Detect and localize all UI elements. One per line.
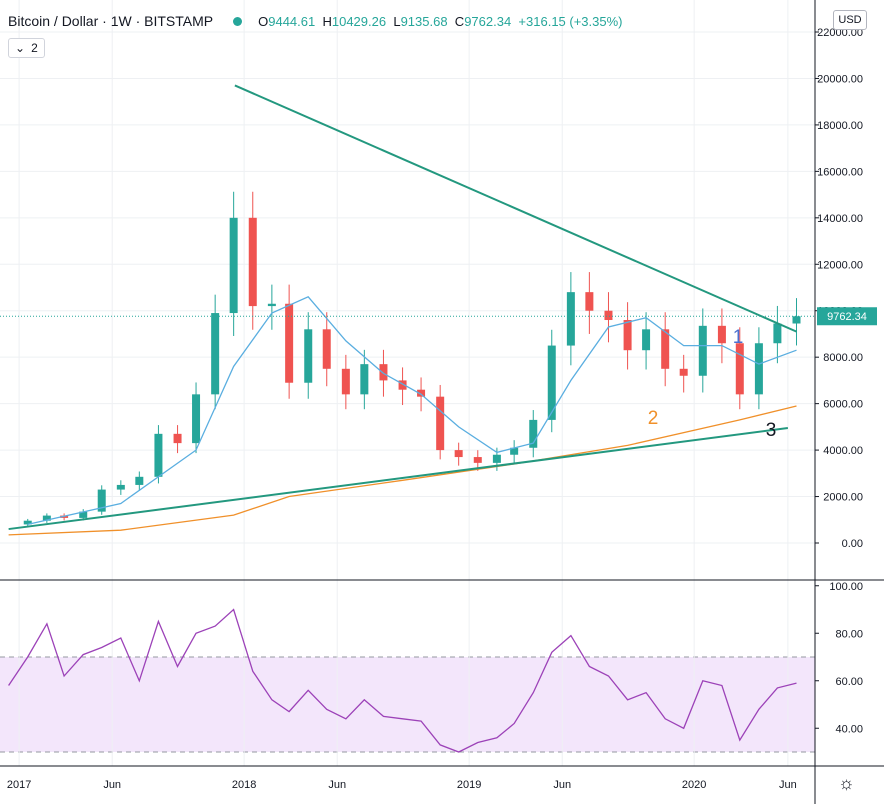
candle-body — [529, 419, 538, 448]
rsi-line — [8, 608, 797, 753]
candle-body — [211, 313, 220, 395]
ascending-trendline[interactable] — [8, 427, 789, 531]
x-tick-label: Jun — [553, 779, 571, 791]
candle-body — [116, 484, 125, 490]
candle-body — [754, 343, 763, 395]
y-tick-label: 14000.00 — [817, 213, 863, 225]
rsi-tick-label: 40.00 — [835, 723, 863, 735]
candle-body — [792, 316, 801, 324]
candle-body — [623, 320, 632, 351]
candle-body — [322, 329, 331, 369]
candle-body — [454, 450, 463, 458]
candle-body — [154, 433, 163, 477]
y-tick-label: 20000.00 — [817, 73, 863, 85]
x-tick-label: 2020 — [682, 779, 706, 791]
last-price-label: 9762.34 — [827, 311, 867, 323]
candle-body — [42, 515, 51, 521]
candle-body — [304, 329, 313, 383]
descending-trendline[interactable] — [234, 84, 797, 333]
low-value: 9135.68 — [400, 13, 448, 29]
rsi-tick-label: 60.00 — [835, 676, 863, 688]
candle-body — [23, 520, 32, 525]
candle-body — [717, 325, 726, 344]
x-tick-label: Jun — [103, 779, 121, 791]
candle-body — [773, 323, 782, 344]
last-price-badge — [817, 307, 877, 326]
high-label: H — [322, 13, 332, 29]
indicators-toggle-button[interactable]: ⌄ 2 — [8, 38, 45, 58]
gear-icon[interactable]: ☼ — [838, 773, 855, 793]
annotation-label-2: 2 — [648, 408, 659, 429]
y-tick-label: 18000.00 — [817, 120, 863, 132]
candle-body — [547, 345, 556, 420]
candle-body — [341, 368, 350, 395]
close-label: C — [454, 13, 465, 29]
rsi-tick-label: 80.00 — [835, 628, 863, 640]
currency-button[interactable]: USD — [833, 10, 867, 30]
rsi-tick-label: 100.00 — [829, 581, 863, 593]
market-status-dot — [233, 16, 243, 26]
y-tick-label: 4000.00 — [823, 445, 863, 457]
annotation-label-3: 3 — [766, 420, 777, 441]
candle-body — [566, 292, 575, 346]
ohlc-values: O9444.61 H10429.26 L9135.68 C9762.34 +31… — [258, 14, 622, 29]
moving-average-orange — [8, 405, 797, 536]
high-value: 10429.26 — [331, 13, 387, 29]
candle-body — [585, 292, 594, 311]
candle-body — [192, 394, 201, 444]
candle-body — [492, 454, 501, 463]
candle-body — [360, 364, 369, 395]
candle-body — [642, 329, 651, 351]
legend-header: Bitcoin / Dollar · 1W · BITSTAMP O9444.6… — [8, 8, 623, 34]
candle-body — [679, 368, 688, 376]
y-tick-label: 6000.00 — [823, 399, 863, 411]
candle-body — [473, 457, 482, 463]
x-tick-label: Jun — [779, 779, 797, 791]
candle-body — [97, 489, 106, 512]
candle-body — [510, 447, 519, 455]
close-value: 9762.34 — [464, 13, 512, 29]
candle-body — [135, 476, 144, 485]
candle-body — [379, 364, 388, 381]
y-tick-label: 22000.00 — [817, 27, 863, 39]
y-tick-label: 0.00 — [842, 538, 863, 550]
candle-body — [248, 217, 257, 307]
moving-average-blue — [27, 296, 797, 526]
candle-body — [79, 511, 88, 518]
chevron-down-icon: ⌄ — [15, 41, 26, 55]
annotation-label-1: 1 — [733, 327, 744, 348]
y-tick-label: 2000.00 — [823, 492, 863, 504]
candle-body — [698, 325, 707, 376]
candle-body — [417, 389, 426, 397]
indicator-count: 2 — [31, 41, 38, 55]
y-tick-label: 12000.00 — [817, 259, 863, 271]
low-label: L — [393, 13, 401, 29]
symbol-title[interactable]: Bitcoin / Dollar · 1W · BITSTAMP — [8, 13, 214, 29]
open-value: 9444.61 — [268, 13, 316, 29]
candle-body — [285, 303, 294, 383]
y-tick-label: 8000.00 — [823, 352, 863, 364]
candle-body — [398, 380, 407, 390]
candle-body — [267, 303, 276, 307]
candle-body — [173, 433, 182, 444]
candle-body — [229, 217, 238, 314]
x-tick-label: 2019 — [457, 779, 481, 791]
x-tick-label: 2017 — [7, 779, 31, 791]
candle-body — [735, 343, 744, 395]
open-label: O — [258, 13, 269, 29]
change-value: +316.15 (+3.35%) — [518, 13, 623, 29]
candle-body — [436, 396, 445, 451]
candle-body — [661, 329, 670, 369]
x-tick-label: Jun — [328, 779, 346, 791]
candle-body — [604, 310, 613, 321]
x-tick-label: 2018 — [232, 779, 256, 791]
y-tick-label: 16000.00 — [817, 166, 863, 178]
